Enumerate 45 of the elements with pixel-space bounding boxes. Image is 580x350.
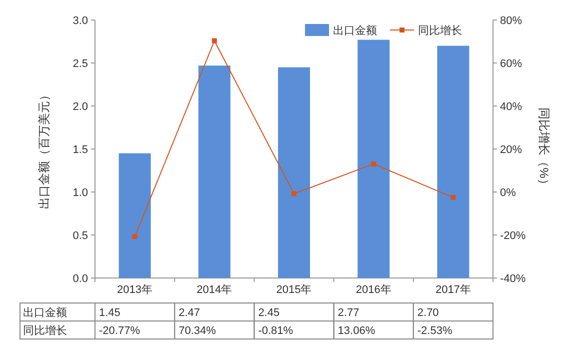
data-label: 2.47 xyxy=(178,307,200,319)
y-tick-label: 1.0 xyxy=(72,187,88,199)
point xyxy=(132,234,138,240)
x-tick-label: 2013年 xyxy=(117,284,153,296)
data-label: 13.06% xyxy=(338,325,376,337)
y-tick-label: 2.5 xyxy=(72,58,88,70)
x-tick-label: 2014年 xyxy=(196,284,232,296)
y2-axis-title: 同比增长（%） xyxy=(537,108,551,190)
data-label: -20.77% xyxy=(99,325,140,337)
data-label: -2.53% xyxy=(417,325,452,337)
data-label: 70.34% xyxy=(178,325,216,337)
data-label: 1.45 xyxy=(99,307,120,319)
text: 出口金额 xyxy=(23,307,67,319)
y-tick-label: 2.0 xyxy=(72,101,88,113)
y-tick-label: 0.5 xyxy=(72,230,88,242)
text: 同比增长 xyxy=(23,325,67,337)
bar xyxy=(358,40,390,278)
y-tick-label: 3.0 xyxy=(72,15,88,27)
data-label: 2.77 xyxy=(338,307,360,319)
y2-tick-label: 0% xyxy=(500,187,516,199)
y2-tick-label: -20% xyxy=(500,230,526,242)
bar xyxy=(198,66,230,278)
bar xyxy=(278,67,310,278)
x-tick-label: 2015年 xyxy=(276,284,312,296)
bar xyxy=(437,46,470,278)
y2-tick-label: 80% xyxy=(500,15,522,27)
data-label: -0.81% xyxy=(258,325,294,337)
y2-tick-label: 60% xyxy=(500,58,522,70)
data-label: 2.70 xyxy=(417,307,439,319)
y2-tick-label: 40% xyxy=(500,101,522,113)
bar xyxy=(118,153,151,278)
y2-tick-label: -40% xyxy=(500,273,526,285)
legend-label: 出口金额 xyxy=(333,24,377,37)
y-tick-label: 1.5 xyxy=(72,144,88,156)
y2-tick-label: 20% xyxy=(500,144,522,156)
point xyxy=(212,38,217,44)
legend-label: 同比增长 xyxy=(418,24,462,37)
point xyxy=(292,191,296,196)
x-tick-label: 2016年 xyxy=(356,284,392,296)
point xyxy=(450,194,456,200)
y-tick-label: 0.0 xyxy=(72,273,88,285)
point xyxy=(371,161,376,166)
y-axis-title: 出口金额（百万美元） xyxy=(37,89,51,209)
x-tick-label: 2017年 xyxy=(435,284,471,296)
data-label: 2.45 xyxy=(258,307,280,319)
